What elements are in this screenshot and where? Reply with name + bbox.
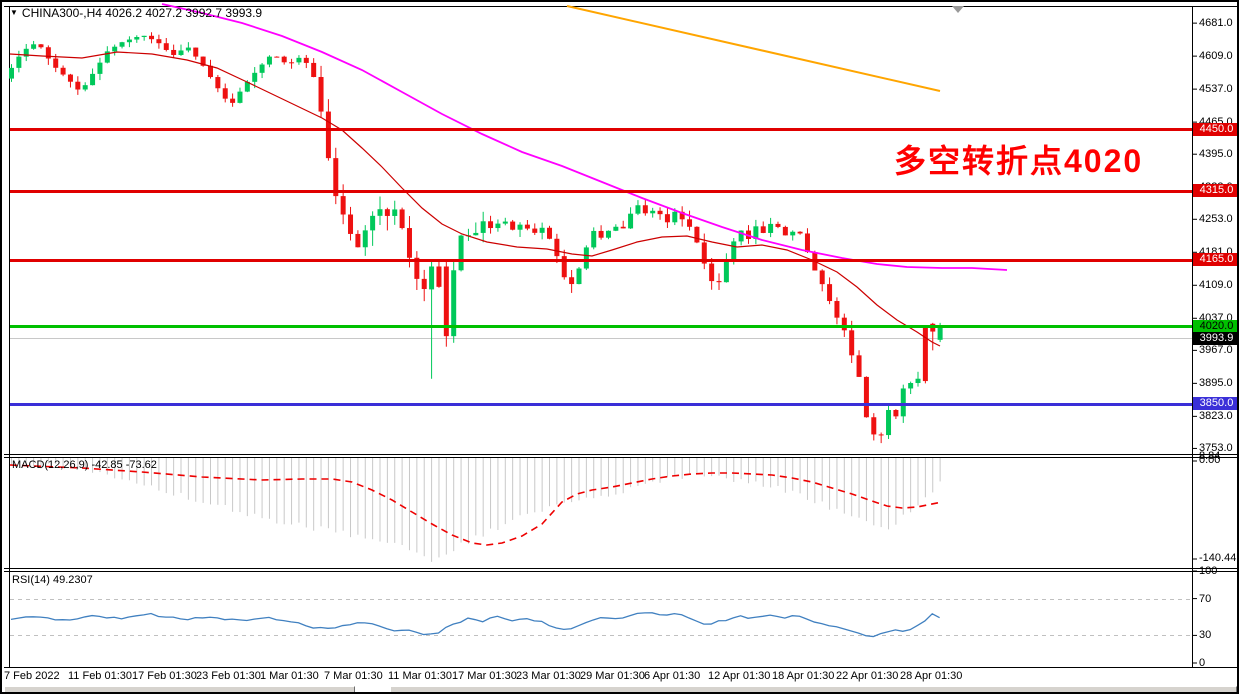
time-axis-label: 1 Mar 01:30 (260, 670, 319, 682)
level-price-label: 4165.0 (1193, 253, 1237, 267)
time-axis-label: 28 Apr 01:30 (900, 670, 963, 682)
trendline[interactable] (566, 5, 941, 92)
price-tick-label: 4253.0 (1199, 213, 1233, 226)
macd-signal-line[interactable] (9, 464, 943, 546)
symbol-title: ▼ CHINA300-,H4 4026.2 4027.2 3992.7 3993.… (10, 6, 262, 20)
level-price-label: 4020.0 (1193, 319, 1237, 333)
rsi-tick-label: 30 (1199, 629, 1212, 642)
time-axis-label: 17 Feb 01:30 (132, 670, 197, 682)
time-axis-label: 18 Apr 01:30 (772, 670, 835, 682)
price-tick-label: 4109.0 (1199, 279, 1233, 292)
price-tick-label: 4609.0 (1199, 50, 1233, 63)
time-axis-label: 22 Apr 01:30 (836, 670, 899, 682)
price-tick-label: 4681.0 (1199, 17, 1233, 30)
scrollbar-segment-right[interactable] (390, 686, 1237, 692)
chart-shift-triangle-icon[interactable] (952, 6, 964, 13)
level-price-label: 3850.0 (1193, 397, 1237, 411)
price-tick-label: 3967.0 (1199, 344, 1233, 357)
current-price-label: 3993.9 (1193, 331, 1237, 345)
time-axis-label: 17 Mar 01:30 (452, 670, 517, 682)
rsi-tick-label: 70 (1199, 592, 1212, 605)
rsi-indicator-label: RSI(14) 49.2307 (12, 574, 93, 586)
rsi-tick-label: 0 (1199, 657, 1206, 669)
price-tick-label: 4395.0 (1199, 148, 1233, 161)
collapse-triangle-icon[interactable]: ▼ (10, 8, 18, 17)
time-axis-label: 23 Mar 01:30 (516, 670, 581, 682)
time-axis-label: 7 Mar 01:30 (324, 670, 383, 682)
annotation-text: 多空转折点4020 (894, 143, 1144, 179)
time-axis-label: 12 Apr 01:30 (708, 670, 771, 682)
macd-scale-min: -140.44 (1199, 552, 1237, 564)
time-axis-label: 6 Apr 01:30 (644, 670, 701, 682)
level-price-label: 4450.0 (1193, 122, 1237, 136)
time-axis-label: 11 Mar 01:30 (388, 670, 453, 682)
time-axis-label: 29 Mar 01:30 (580, 670, 645, 682)
ma-slow-line[interactable] (161, 3, 1008, 271)
time-axis-label: 11 Feb 01:30 (68, 670, 133, 682)
candlestick-series (9, 32, 943, 444)
price-tick-label: 3753.0 (1199, 442, 1233, 455)
macd-scale-max: 8.84 (1199, 450, 1221, 462)
macd-histogram (11, 458, 941, 562)
time-axis-label: 23 Feb 01:30 (196, 670, 261, 682)
level-price-label: 4315.0 (1193, 184, 1237, 198)
macd-scale-zero: 0.00 (1199, 454, 1221, 466)
time-axis-label: 7 Feb 2022 (4, 670, 60, 682)
symbol-ohlc-text: CHINA300-,H4 4026.2 4027.2 3992.7 3993.9 (21, 6, 263, 20)
rsi-line[interactable] (10, 612, 940, 638)
price-tick-label: 3895.0 (1199, 377, 1233, 390)
horizontal-scrollbar[interactable] (2, 684, 1237, 692)
price-tick-label: 4537.0 (1199, 83, 1233, 96)
scrollbar-segment-left[interactable] (4, 686, 355, 692)
ma-fast-line[interactable] (9, 51, 941, 347)
rsi-tick-label: 100 (1199, 565, 1218, 577)
macd-indicator-label: MACD(12,26,9) -42.85 -73.62 (12, 459, 157, 471)
price-tick-label: 3823.0 (1199, 410, 1233, 423)
